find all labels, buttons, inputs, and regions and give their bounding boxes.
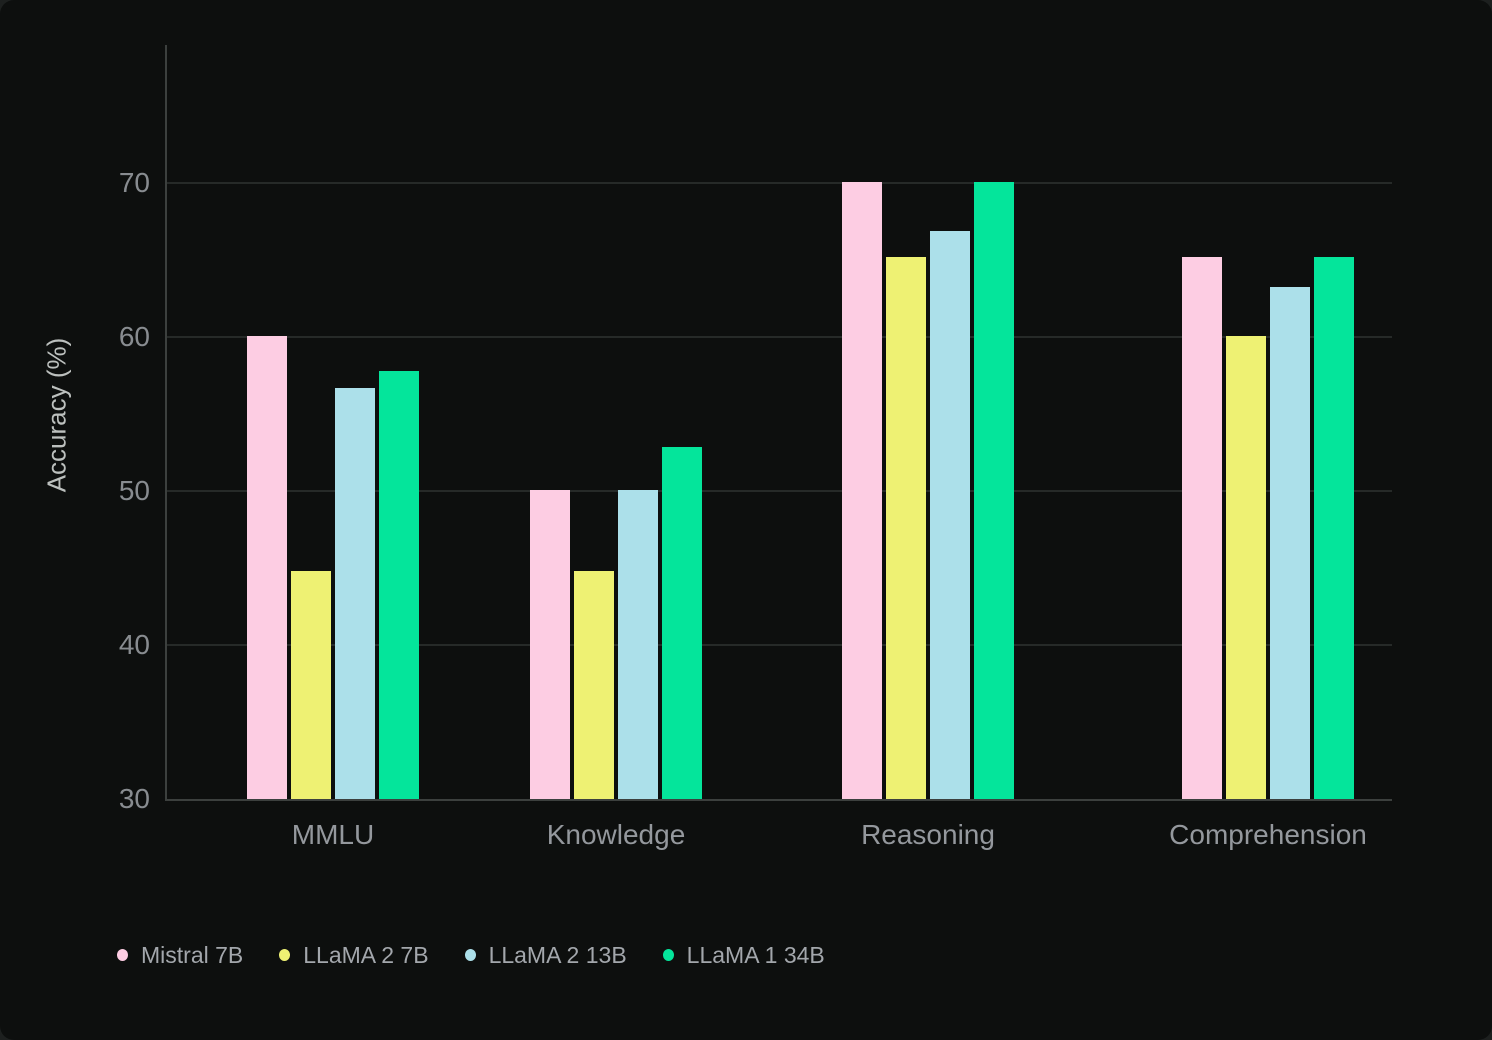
legend: Mistral 7B LLaMA 2 7B LLaMA 2 13B LLaMA 1 3…	[117, 938, 825, 972]
legend-label: LLaMA 2 7B	[303, 941, 429, 968]
y-axis-ticks: 30 40 50 60 70	[0, 45, 150, 814]
y-axis-title: Accuracy (%)	[41, 337, 72, 493]
bar[interactable]	[291, 571, 331, 799]
legend-item[interactable]: LLaMA 1 34B	[662, 941, 825, 969]
y-tick-label: 50	[118, 475, 150, 507]
category-label: Reasoning	[861, 819, 995, 850]
bar[interactable]	[1270, 286, 1310, 799]
bar[interactable]	[247, 335, 287, 799]
y-tick-label: 70	[118, 167, 150, 199]
bar[interactable]	[842, 181, 882, 799]
bar[interactable]	[974, 181, 1014, 799]
category-label: Knowledge	[546, 819, 686, 850]
legend-dot-icon	[464, 949, 476, 961]
legend-dot-icon	[279, 949, 291, 961]
bar-group-mmlu	[247, 335, 419, 799]
bar[interactable]	[618, 489, 658, 799]
category-label: MMLU	[291, 819, 375, 850]
bar-group-comprehension	[1182, 257, 1354, 799]
plot-area: MMLU Knowledge Reasoning Comprehension	[167, 45, 1392, 850]
legend-dot-icon	[662, 949, 674, 961]
legend-dot-icon	[117, 949, 128, 961]
gridline	[167, 182, 1392, 185]
bar[interactable]	[574, 571, 614, 799]
bar[interactable]	[662, 446, 702, 799]
bar[interactable]	[335, 388, 375, 799]
gridline	[167, 644, 1392, 647]
bar[interactable]	[1314, 257, 1354, 799]
bar-group-knowledge	[530, 446, 702, 799]
legend-label: LLaMA 1 34B	[686, 941, 825, 968]
y-tick-label: 60	[118, 321, 150, 353]
legend-item[interactable]: Mistral 7B	[117, 942, 243, 969]
bar-group-reasoning	[842, 181, 1014, 799]
bar[interactable]	[1182, 257, 1222, 799]
category-label: Comprehension	[1169, 819, 1367, 850]
legend-label: Mistral 7B	[141, 941, 244, 968]
x-axis-line	[165, 799, 1392, 801]
bar[interactable]	[530, 489, 570, 799]
legend-item[interactable]: LLaMA 2 7B	[279, 941, 429, 969]
y-axis-line	[165, 45, 167, 801]
legend-item[interactable]: LLaMA 2 13B	[464, 941, 627, 969]
y-tick-label: 30	[118, 783, 150, 814]
bar[interactable]	[1226, 335, 1266, 799]
gridline	[167, 336, 1392, 339]
legend-label: LLaMA 2 13B	[488, 941, 627, 968]
y-tick-label: 40	[118, 629, 150, 661]
bar[interactable]	[930, 231, 970, 799]
gridline	[167, 490, 1392, 493]
bar[interactable]	[379, 371, 419, 799]
bar[interactable]	[886, 257, 926, 799]
